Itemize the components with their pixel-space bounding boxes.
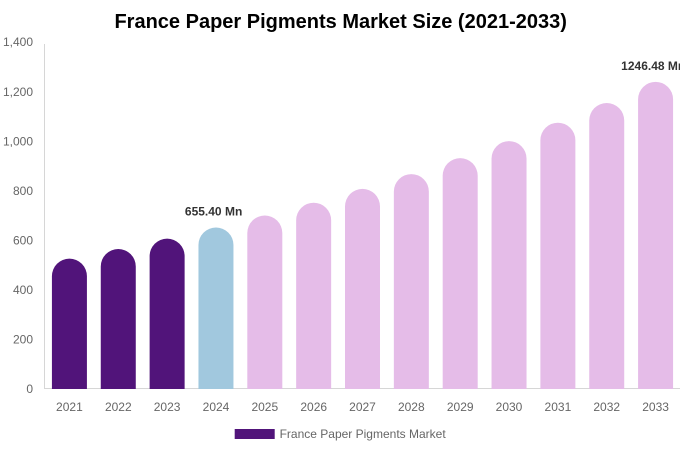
svg-text:1,400: 1,400 (3, 35, 33, 49)
svg-text:2033: 2033 (642, 400, 669, 414)
svg-text:2032: 2032 (593, 400, 620, 414)
svg-text:2025: 2025 (251, 400, 278, 414)
svg-text:1246.48 Mn: 1246.48 Mn (621, 59, 680, 73)
svg-text:600: 600 (13, 233, 33, 247)
svg-text:2023: 2023 (154, 400, 181, 414)
svg-text:0: 0 (26, 382, 33, 396)
svg-text:2031: 2031 (545, 400, 572, 414)
svg-text:1,200: 1,200 (3, 85, 33, 99)
svg-text:2022: 2022 (105, 400, 132, 414)
svg-text:1,000: 1,000 (3, 134, 33, 148)
svg-text:2030: 2030 (496, 400, 523, 414)
svg-text:2026: 2026 (300, 400, 327, 414)
svg-text:2024: 2024 (203, 400, 230, 414)
svg-text:France Paper Pigments Market S: France Paper Pigments Market Size (2021-… (114, 11, 566, 33)
svg-text:655.40 Mn: 655.40 Mn (185, 205, 242, 219)
svg-text:800: 800 (13, 184, 33, 198)
svg-text:France Paper Pigments Market: France Paper Pigments Market (280, 427, 447, 441)
svg-text:2029: 2029 (447, 400, 474, 414)
svg-text:200: 200 (13, 333, 33, 347)
svg-text:2021: 2021 (56, 400, 83, 414)
svg-text:400: 400 (13, 283, 33, 297)
svg-text:2027: 2027 (349, 400, 376, 414)
svg-text:2028: 2028 (398, 400, 425, 414)
